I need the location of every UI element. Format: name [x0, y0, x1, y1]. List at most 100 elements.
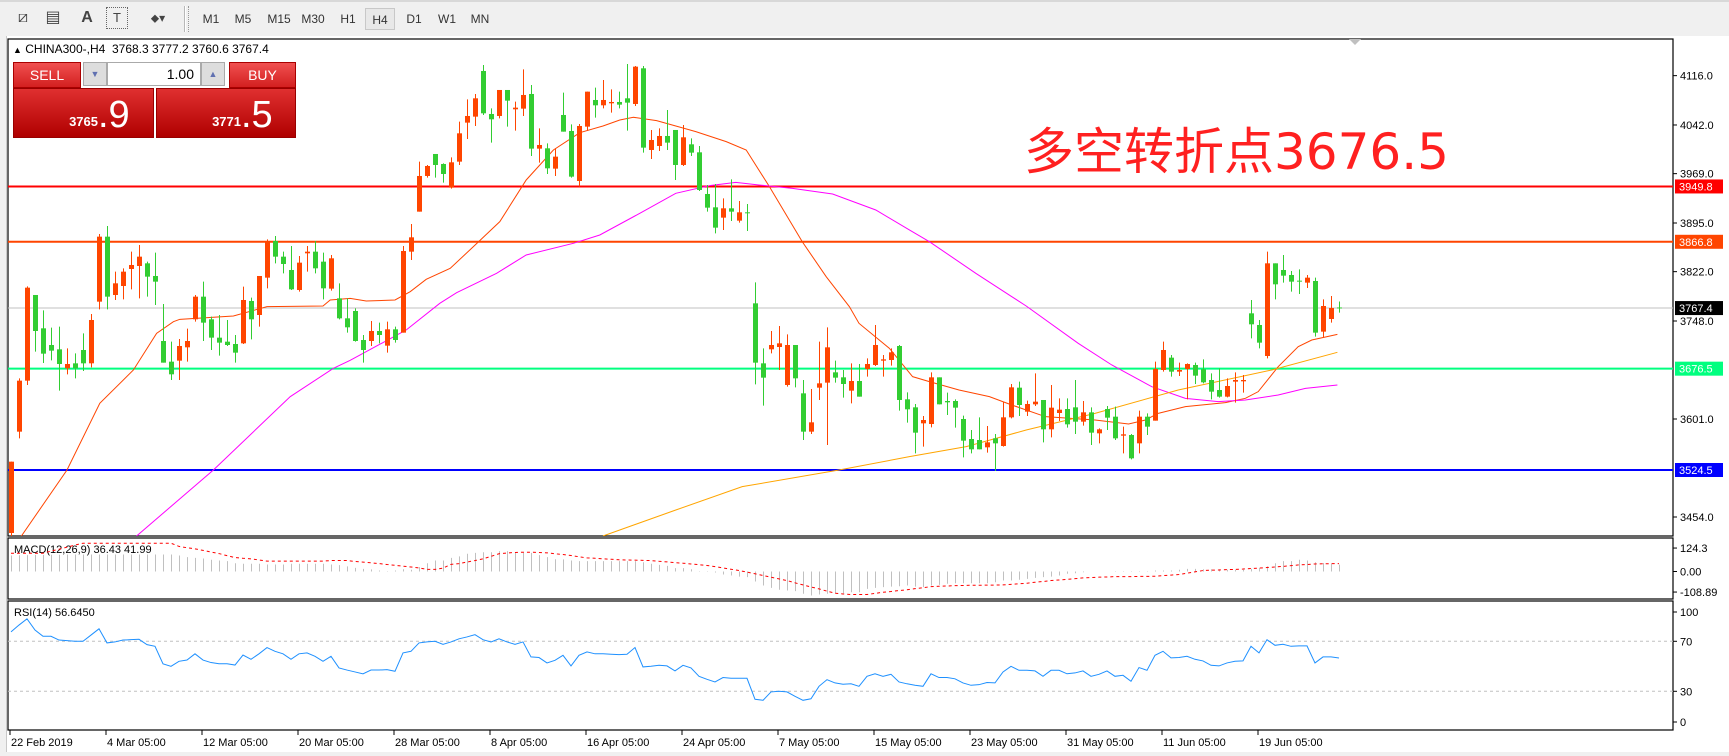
current-price-tag: 3767.4 — [1679, 303, 1713, 315]
candle — [1297, 269, 1302, 294]
candle-body — [609, 101, 614, 104]
rsi-tick-label: 100 — [1680, 607, 1698, 619]
text-label-icon[interactable]: T — [106, 7, 128, 29]
candle — [745, 203, 750, 231]
timeframe-m1[interactable]: M1 — [202, 12, 220, 26]
time-tick-label: 11 Jun 05:00 — [1163, 737, 1226, 749]
timeframe-w1[interactable]: W1 — [438, 12, 456, 26]
price-tick-label: 3748.0 — [1680, 316, 1714, 328]
sell-button[interactable]: SELL — [13, 62, 81, 88]
candle-body — [985, 442, 990, 448]
candle-body — [377, 330, 382, 335]
candle — [209, 316, 214, 350]
time-tick-label: 28 Mar 05:00 — [395, 737, 460, 749]
candle — [225, 319, 230, 346]
toolbar-grip[interactable] — [188, 6, 189, 32]
candle — [113, 271, 118, 300]
timeframe-m5[interactable]: M5 — [234, 12, 252, 26]
candle-body — [505, 89, 510, 101]
level-price-tag-bg — [1675, 361, 1723, 376]
buy-price-fraction: .5 — [241, 94, 273, 136]
candle-body — [1009, 387, 1014, 418]
timeframe-d1[interactable]: D1 — [406, 12, 422, 26]
candle — [769, 330, 774, 354]
lot-decrease-button[interactable]: ▼ — [83, 62, 107, 86]
candle — [1185, 363, 1190, 400]
candle — [1281, 254, 1286, 283]
candle — [169, 341, 174, 380]
timeframe-m30[interactable]: M30 — [301, 12, 325, 26]
candle-body — [617, 101, 622, 105]
candle — [17, 378, 22, 439]
candle-body — [425, 165, 430, 176]
candle-body — [729, 208, 734, 212]
candle-body — [953, 400, 958, 408]
candle — [57, 326, 62, 391]
chart-shift-icon[interactable] — [1349, 39, 1361, 45]
candle-body — [497, 89, 502, 116]
candle — [873, 324, 878, 366]
arrows-dropdown-icon[interactable]: ⬥▾ — [150, 11, 166, 25]
candle-body — [641, 68, 646, 148]
candle-body — [929, 377, 934, 424]
candle-body — [113, 283, 118, 295]
candle — [473, 93, 478, 126]
symbol-label: CHINA300-,H4 — [25, 42, 106, 56]
buy-button[interactable]: BUY — [229, 62, 296, 88]
sell-price-box[interactable]: 3765 .9 — [13, 88, 154, 138]
candle-body — [121, 271, 126, 286]
candle-body — [753, 303, 758, 363]
lot-increase-button[interactable]: ▲ — [201, 62, 225, 86]
candle — [617, 91, 622, 109]
candle — [377, 322, 382, 344]
candle-body — [473, 98, 478, 117]
candle-body — [65, 363, 70, 369]
candle-body — [89, 319, 94, 364]
collapse-arrow-icon[interactable]: ▲ — [13, 45, 22, 55]
candle — [977, 417, 982, 450]
candle — [449, 157, 454, 189]
price-tick-label: 3969.0 — [1680, 169, 1714, 181]
candle-body — [105, 236, 110, 297]
candle-body — [129, 264, 134, 269]
timeframe-m15[interactable]: M15 — [267, 12, 291, 26]
rsi-line — [10, 618, 1340, 701]
candle-body — [281, 256, 286, 264]
candle — [1097, 428, 1102, 444]
candle — [217, 314, 222, 356]
candle-body — [273, 240, 278, 257]
candle-body — [297, 262, 302, 290]
candle — [1017, 381, 1022, 416]
candle-body — [185, 340, 190, 348]
candle-body — [1057, 409, 1062, 413]
candle-body — [337, 298, 342, 319]
candle — [353, 308, 358, 342]
fibonacci-fan-icon[interactable]: ▤ — [45, 9, 61, 26]
candle — [897, 344, 902, 411]
text-icon[interactable]: A — [81, 9, 93, 26]
candle-body — [969, 438, 974, 450]
timeframe-h1[interactable]: H1 — [340, 12, 356, 26]
buy-price-box[interactable]: 3771 .5 — [156, 88, 296, 138]
candle — [1081, 400, 1086, 426]
candle-body — [537, 144, 542, 149]
candle-body — [1257, 324, 1262, 343]
elliott-wave-icon[interactable]: ⧄ — [17, 9, 29, 26]
candle — [881, 354, 886, 377]
candle — [297, 255, 302, 292]
candle-body — [1321, 305, 1326, 332]
candle — [89, 313, 94, 368]
candle-body — [1161, 349, 1166, 370]
lot-size-input[interactable]: 1.00 — [107, 62, 201, 86]
timeframe-mn[interactable]: MN — [470, 12, 490, 26]
candle — [545, 143, 550, 174]
candle — [1321, 299, 1326, 338]
candle-body — [1097, 429, 1102, 434]
candle — [785, 334, 790, 387]
candle — [993, 433, 998, 472]
timeframe-h4[interactable]: H4 — [365, 8, 395, 30]
pivot-annotation: 多空转折点3676.5 — [1024, 123, 1449, 181]
candle — [985, 425, 990, 453]
candle — [705, 184, 710, 212]
